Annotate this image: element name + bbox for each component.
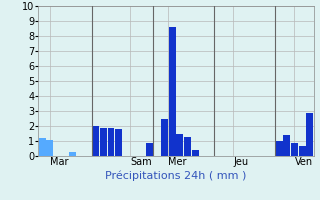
Bar <box>108 128 115 156</box>
Bar <box>306 112 313 156</box>
Bar <box>39 138 46 156</box>
Bar <box>46 140 53 156</box>
Bar <box>184 137 191 156</box>
Bar <box>115 129 122 156</box>
Bar <box>146 142 153 156</box>
Bar <box>161 118 168 156</box>
Bar <box>291 142 298 156</box>
Bar <box>299 146 306 156</box>
Bar <box>69 152 76 156</box>
Bar <box>176 134 183 156</box>
X-axis label: Précipitations 24h ( mm ): Précipitations 24h ( mm ) <box>105 170 247 181</box>
Bar <box>192 150 198 156</box>
Bar <box>92 126 99 156</box>
Bar <box>276 141 283 156</box>
Bar <box>100 128 107 156</box>
Bar <box>284 135 290 156</box>
Bar <box>169 27 176 156</box>
